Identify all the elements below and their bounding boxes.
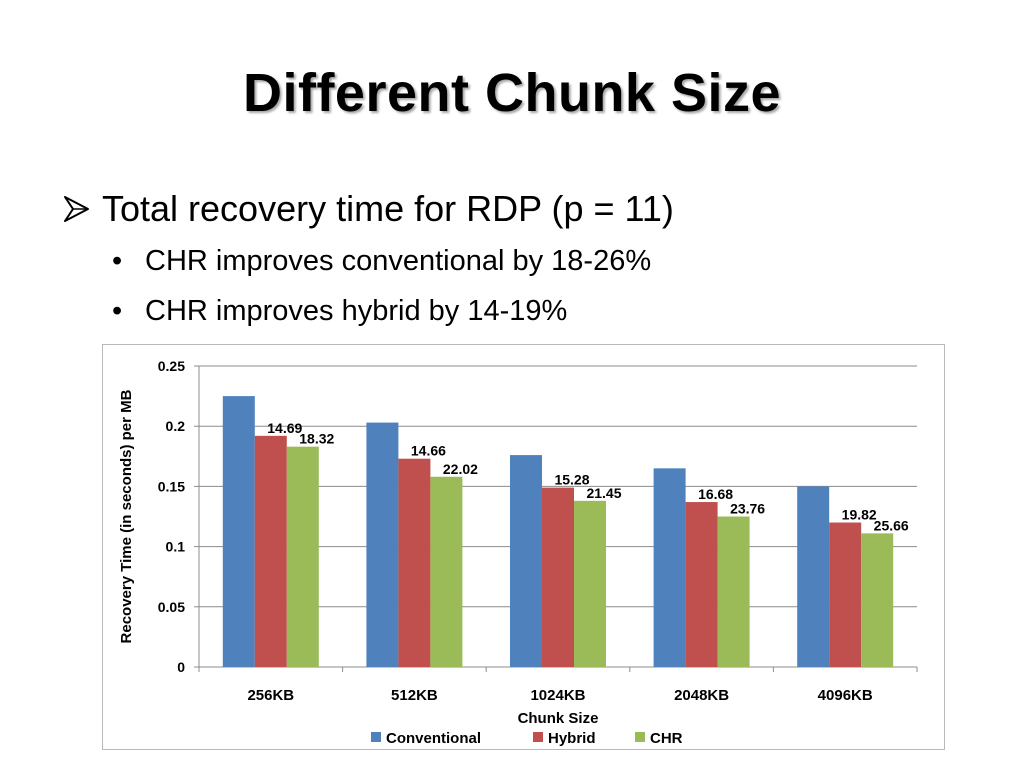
y-tick-label: 0.05 (158, 599, 185, 615)
bar-hybrid (254, 435, 287, 667)
y-tick-label: 0.25 (158, 358, 185, 374)
y-tick-label: 0.1 (166, 539, 186, 555)
data-label: 19.82 (842, 507, 877, 523)
legend-swatch (533, 732, 543, 742)
legend-label: Hybrid (548, 730, 596, 747)
slide-title: Different Chunk Size (242, 63, 782, 123)
bullet-dot: • (112, 295, 123, 327)
legend-swatch (371, 732, 381, 742)
y-tick-labels: 0 0.05 0.1 0.15 0.2 0.25 (158, 358, 185, 675)
bullet-sub-text: CHR improves conventional by 18-26% (145, 245, 652, 277)
x-axis-label: Chunk Size (518, 710, 599, 727)
bar-conventional (653, 468, 686, 667)
data-label: 15.28 (554, 472, 589, 488)
y-tick-label: 0.15 (158, 478, 185, 494)
bullet-sub-text: CHR improves hybrid by 14-19% (145, 295, 568, 327)
data-label: 14.69 (267, 420, 302, 436)
bar-hybrid (685, 502, 718, 667)
bullet-main-text: Total recovery time for RDP (p = 11) (102, 188, 674, 229)
data-label: 25.66 (874, 517, 909, 533)
bullet-dot: • (112, 245, 123, 277)
chart-frame: 0 0.05 0.1 0.15 0.2 0.25 14.69 18.32 14.66 22.02… (102, 344, 945, 750)
x-tick-label: 2048KB (674, 687, 729, 704)
bar-conventional (797, 486, 830, 667)
x-tick-label: 512KB (391, 687, 438, 704)
bar-hybrid (398, 458, 431, 667)
legend-swatch (635, 732, 645, 742)
arrow-bullet-icon (64, 196, 89, 222)
bar-chr (574, 500, 606, 667)
bar-conventional (222, 396, 255, 667)
data-label: 18.32 (299, 431, 334, 447)
x-tick-label: 1024KB (530, 687, 585, 704)
y-tick-label: 0.2 (166, 418, 186, 434)
data-label: 16.68 (698, 486, 733, 502)
x-tick-label: 256KB (247, 687, 294, 704)
legend-label: CHR (650, 730, 683, 747)
bar-conventional (510, 455, 542, 667)
bar-hybrid (829, 522, 862, 667)
data-label: 23.76 (730, 501, 765, 517)
data-label: 22.02 (443, 461, 478, 477)
legend: Conventional Hybrid CHR (371, 730, 683, 747)
data-label: 21.45 (586, 485, 621, 501)
legend-label: Conventional (386, 730, 481, 747)
bars (222, 396, 894, 667)
y-axis-label: Recovery Time (in seconds) per MB (118, 389, 135, 643)
bar-chr (430, 476, 463, 667)
bar-conventional (366, 422, 399, 667)
data-label: 14.66 (411, 443, 446, 459)
bar-hybrid (542, 487, 574, 667)
x-tick-label: 4096KB (818, 687, 873, 704)
x-tick-labels: 256KB 512KB 1024KB 2048KB 4096KB (247, 687, 872, 704)
bar-chr (717, 516, 750, 667)
y-tick-label: 0 (177, 659, 185, 675)
bar-chr (861, 533, 894, 667)
bar-chr (286, 446, 319, 667)
